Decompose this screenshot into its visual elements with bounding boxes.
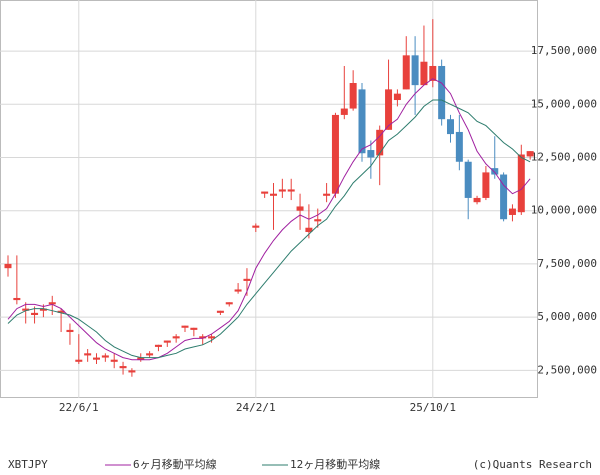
candle-body (482, 172, 490, 198)
y-tick-label: 7,500,000 (537, 257, 597, 270)
candle-body (473, 197, 481, 203)
source: (c)Quants Research (473, 458, 592, 471)
candle-body (225, 302, 233, 305)
y-tick-label: 2,500,000 (537, 363, 597, 376)
x-tick-label: 24/2/1 (236, 401, 276, 414)
candle-body (491, 168, 499, 175)
candle-body (402, 55, 410, 90)
candle-body (110, 359, 118, 362)
candle-body (101, 355, 109, 358)
candle-body (517, 154, 525, 213)
candle-body (526, 151, 534, 157)
candle-body (234, 289, 242, 292)
x-tick-label: 25/10/1 (410, 401, 456, 414)
candle-body (31, 312, 39, 315)
candle-body (48, 302, 56, 305)
candle-body (411, 55, 419, 86)
candle-body (455, 131, 463, 162)
candle-body (22, 308, 30, 311)
candle-body (4, 263, 12, 269)
candle-body (163, 340, 171, 343)
candle-body (500, 174, 508, 220)
candle-body (385, 89, 393, 130)
candle-body (66, 329, 74, 333)
x-tick-label: 22/6/1 (59, 401, 99, 414)
candle-body (243, 278, 251, 281)
ma-line (7, 99, 531, 359)
candle-body (57, 310, 65, 313)
candle-body (190, 327, 198, 330)
legend-label: 12ヶ月移動平均線 (290, 457, 380, 471)
candle-body (261, 191, 269, 194)
candle-body (84, 353, 92, 356)
candle-body (252, 225, 260, 228)
candle-body (278, 189, 286, 192)
candle-body (349, 83, 357, 109)
candle-body (508, 208, 516, 215)
y-tick-label: 12,500,000 (531, 150, 597, 163)
candle-body (216, 310, 224, 313)
candle-body (128, 370, 136, 373)
candle-body (447, 119, 454, 135)
candle-body (376, 129, 384, 156)
candle-body (93, 357, 100, 360)
candle-body (438, 65, 446, 120)
candle-body (154, 344, 162, 347)
candle-body (39, 308, 47, 311)
candle-body (393, 93, 401, 101)
candle-body (305, 227, 313, 232)
candle-body (208, 336, 216, 339)
candle-body (119, 366, 127, 369)
candle-body (75, 359, 83, 362)
candle-body (270, 193, 277, 196)
symbol: XBTJPY (8, 458, 48, 471)
candle-body (146, 353, 154, 356)
candle-body (296, 206, 304, 211)
candle-body (13, 297, 21, 301)
candle-body (199, 336, 207, 339)
y-tick-label: 15,000,000 (531, 97, 597, 110)
plot-frame (0, 0, 538, 398)
candle-body (429, 65, 437, 81)
candle-body (358, 89, 366, 154)
candle-body (172, 336, 180, 339)
candle-body (137, 357, 145, 360)
legend-label: 6ヶ月移動平均線 (133, 457, 217, 471)
y-tick-label: 17,500,000 (531, 44, 597, 57)
candle-body (314, 219, 322, 222)
ma-line (7, 78, 531, 361)
candle-body (181, 325, 189, 328)
candle-body (464, 161, 472, 198)
candle-body (367, 150, 375, 158)
y-tick-label: 5,000,000 (537, 310, 597, 323)
candle-body (340, 108, 348, 115)
candle-body (287, 189, 295, 192)
candle-body (323, 193, 331, 196)
candle-body (331, 114, 339, 194)
y-tick-label: 10,000,000 (531, 204, 597, 217)
candle-body (420, 61, 428, 86)
